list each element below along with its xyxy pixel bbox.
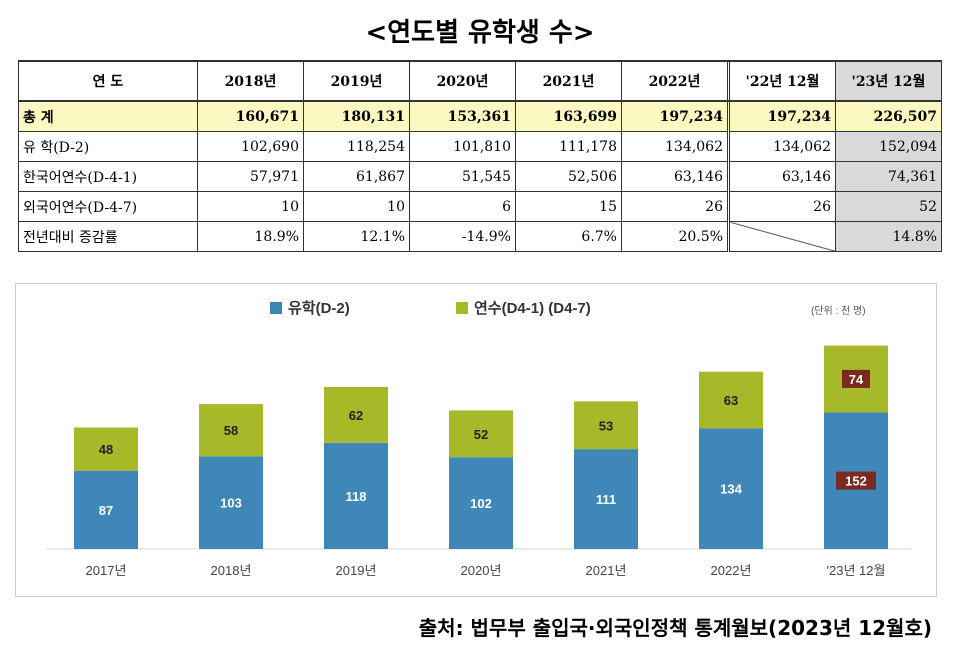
row-label: 총 계 xyxy=(18,100,198,132)
chart-panel: 유학(D-2) 연수(D4-1) (D4-7) (단위 : 천 명) 87 48 2017… xyxy=(15,283,937,597)
data-label-d2: 134 xyxy=(720,482,742,497)
value-cell: 197,234 xyxy=(621,100,728,132)
value-cell: 74,361 xyxy=(835,161,942,192)
value-cell: 57,971 xyxy=(197,161,304,192)
value-cell: 163,699 xyxy=(515,100,622,132)
header-cell: 연 도 xyxy=(18,60,198,102)
bar-d4 xyxy=(324,387,388,443)
value-cell: 63,146 xyxy=(621,161,728,192)
data-label-d2: 102 xyxy=(470,496,492,511)
header-cell: 2018년 xyxy=(197,60,304,102)
header-cell: '22년 12월 xyxy=(729,60,836,102)
bar-d2 xyxy=(574,449,638,549)
table-row: 유 학(D-2) 102,690 118,254 101,810 111,178 134,… xyxy=(18,131,942,162)
x-tick-label: '23년 12월 xyxy=(827,563,886,578)
data-label-d2: 87 xyxy=(99,503,113,518)
highlight-box xyxy=(842,369,870,388)
legend-label-d4: 연수(D4-1) (D4-7) xyxy=(474,300,591,317)
value-cell: -14.9% xyxy=(409,221,516,252)
bar-d2 xyxy=(449,457,513,549)
x-tick-label: 2017년 xyxy=(86,563,127,578)
value-cell: 111,178 xyxy=(515,131,622,162)
data-label-d2: 111 xyxy=(596,492,616,507)
bar-d4 xyxy=(699,371,763,429)
data-label-d2: 152 xyxy=(845,474,867,489)
legend-swatch-d2 xyxy=(270,302,282,314)
value-cell: 52,506 xyxy=(515,161,622,192)
legend-swatch-d4 xyxy=(456,302,468,314)
value-cell: 102,690 xyxy=(197,131,304,162)
bar-d2 xyxy=(199,456,263,549)
value-cell: 14.8% xyxy=(835,221,942,252)
value-cell: 160,671 xyxy=(197,100,304,132)
value-cell: 26 xyxy=(621,191,728,222)
bar-d4 xyxy=(574,401,638,450)
x-tick-label: 2018년 xyxy=(211,563,252,578)
value-cell: 6 xyxy=(409,191,516,222)
bar-d4 xyxy=(199,404,263,457)
diagonal-empty-cell xyxy=(729,221,836,252)
value-cell: 10 xyxy=(303,191,410,222)
value-cell: 134,062 xyxy=(621,131,728,162)
data-label-d2: 103 xyxy=(220,496,242,511)
data-label-d4: 62 xyxy=(349,408,363,423)
x-tick-label: 2021년 xyxy=(586,563,627,578)
row-label: 외국어연수(D-4-7) xyxy=(18,191,198,222)
data-label-d4: 74 xyxy=(849,372,864,387)
data-label-d4: 58 xyxy=(224,423,238,438)
value-cell: 134,062 xyxy=(729,131,836,162)
table-row: 외국어연수(D-4-7) 10 10 6 15 26 26 52 xyxy=(18,191,942,222)
students-table: 연 도 2018년 2019년 2020년 2021년 2022년 '22년 1… xyxy=(18,60,942,252)
legend-label-d2: 유학(D-2) xyxy=(288,300,350,317)
value-cell: 153,361 xyxy=(409,100,516,132)
bar-d2 xyxy=(324,442,388,549)
data-label-d2: 118 xyxy=(346,489,367,504)
bar-chart: 유학(D-2) 연수(D4-1) (D4-7) (단위 : 천 명) 87 48 2017… xyxy=(46,300,911,578)
value-cell: 18.9% xyxy=(197,221,304,252)
value-cell: 26 xyxy=(729,191,836,222)
table-header-row: 연 도 2018년 2019년 2020년 2021년 2022년 '22년 1… xyxy=(18,60,942,102)
header-cell: 2021년 xyxy=(515,60,622,102)
data-label-d4: 52 xyxy=(474,427,488,442)
bar-d2 xyxy=(74,470,138,549)
value-cell: 101,810 xyxy=(409,131,516,162)
unit-note: (단위 : 천 명) xyxy=(811,304,866,317)
header-cell: '23년 12월 xyxy=(835,60,942,102)
page-title: <연도별 유학생 수> xyxy=(365,18,595,48)
value-cell: 52 xyxy=(835,191,942,222)
value-cell: 10 xyxy=(197,191,304,222)
header-cell: 2022년 xyxy=(621,60,728,102)
value-cell: 12.1% xyxy=(303,221,410,252)
table-row: 전년대비 증감률 18.9% 12.1% -14.9% 6.7% 20.5% 14.8% xyxy=(18,221,942,252)
table-row: 한국어연수(D-4-1) 57,971 61,867 51,545 52,506 63,1… xyxy=(18,161,942,192)
value-cell: 152,094 xyxy=(835,131,942,162)
value-cell: 20.5% xyxy=(621,221,728,252)
value-cell: 118,254 xyxy=(303,131,410,162)
bar-d4 xyxy=(449,410,513,458)
data-label-d4: 53 xyxy=(599,418,613,433)
value-cell: 51,545 xyxy=(409,161,516,192)
bar-d2 xyxy=(699,428,763,549)
row-label: 전년대비 증감률 xyxy=(18,221,198,252)
row-label: 한국어연수(D-4-1) xyxy=(18,161,198,192)
value-cell: 180,131 xyxy=(303,100,410,132)
value-cell: 61,867 xyxy=(303,161,410,192)
table-row: 총 계 160,671 180,131 153,361 163,699 197,234 19… xyxy=(18,100,942,132)
x-tick-label: 2019년 xyxy=(336,563,377,578)
header-cell: 2020년 xyxy=(409,60,516,102)
header-cell: 2019년 xyxy=(303,60,410,102)
data-label-d4: 63 xyxy=(724,393,738,408)
value-cell: 226,507 xyxy=(835,100,942,132)
value-cell: 6.7% xyxy=(515,221,622,252)
value-cell: 197,234 xyxy=(729,100,836,132)
data-label-d4: 48 xyxy=(99,442,113,457)
value-cell: 15 xyxy=(515,191,622,222)
x-tick-label: 2020년 xyxy=(461,563,502,578)
source-note: 출처: 법무부 출입국·외국인정책 통계월보(2023년 12월호) xyxy=(418,616,932,640)
row-label: 유 학(D-2) xyxy=(18,131,198,162)
bar-d4 xyxy=(74,427,138,471)
x-tick-label: 2022년 xyxy=(711,563,752,578)
highlight-box xyxy=(836,471,876,490)
value-cell: 63,146 xyxy=(729,161,836,192)
